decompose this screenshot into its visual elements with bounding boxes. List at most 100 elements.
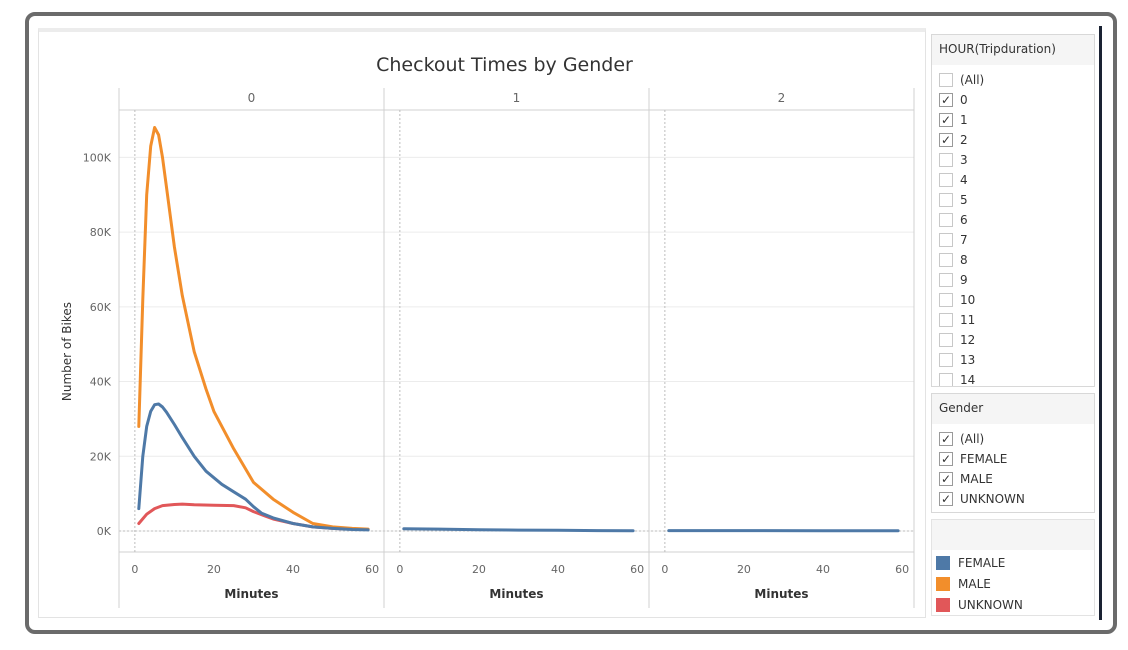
checkbox-icon[interactable] [939,373,953,386]
checkbox-icon[interactable] [939,213,953,227]
checkbox-icon[interactable] [939,153,953,167]
hour-filter-item[interactable]: 3 [932,150,1094,170]
gender-filter-item[interactable]: ✓ UNKNOWN [932,489,1094,509]
checkbox-icon[interactable]: ✓ [939,452,953,466]
hour-filter-item[interactable]: ✓ 2 [932,130,1094,150]
legend-swatch [936,576,950,591]
checkbox-icon[interactable]: ✓ [939,432,953,446]
hour-filter-item[interactable]: 9 [932,270,1094,290]
y-tick-label: 100K [83,151,112,164]
hour-filter-item-label: 2 [960,133,968,147]
checkbox-icon[interactable] [939,333,953,347]
hour-filter-item[interactable]: 4 [932,170,1094,190]
x-tick-label: 0 [396,563,403,576]
gender-filter-item-label: UNKNOWN [960,492,1025,506]
hour-filter-item[interactable]: 10 [932,290,1094,310]
hour-filter-item[interactable]: (All) [932,70,1094,90]
checkbox-icon[interactable] [939,273,953,287]
legend-item: UNKNOWN [932,594,1094,615]
legend-label: FEMALE [958,555,1006,570]
hour-filter-item-label: 4 [960,173,968,187]
x-tick-label: 20 [737,563,751,576]
checkbox-icon[interactable]: ✓ [939,93,953,107]
x-tick-label: 40 [286,563,300,576]
checkbox-icon[interactable] [939,73,953,87]
y-tick-label: 40K [90,376,112,389]
chart-title: Checkout Times by Gender [376,54,633,76]
legend-swatch [936,555,950,570]
legend-swatch [936,597,950,612]
checkbox-icon[interactable]: ✓ [939,113,953,127]
hour-filter-item[interactable]: ✓ 0 [932,90,1094,110]
x-tick-label: 60 [365,563,379,576]
gender-filter-title: Gender [932,394,1094,424]
panel-header-label: 2 [778,91,786,105]
legend-item: MALE [932,573,1094,594]
checkbox-icon[interactable]: ✓ [939,472,953,486]
series-line-female [137,402,370,532]
checkbox-icon[interactable]: ✓ [939,133,953,147]
gender-filter-item[interactable]: ✓ (All) [932,429,1094,449]
checkbox-icon[interactable] [939,293,953,307]
gender-filter-list[interactable]: ✓ (All) ✓ FEMALE ✓ MALE ✓ UNKNOWN [932,424,1094,509]
hour-filter-item-label: 1 [960,113,968,127]
x-tick-label: 40 [551,563,565,576]
checkbox-icon[interactable] [939,173,953,187]
checkbox-icon[interactable] [939,193,953,207]
hour-filter-title: HOUR(Tripduration) [932,35,1094,65]
hour-filter-item-label: (All) [960,73,985,87]
checkbox-icon[interactable] [939,253,953,267]
x-tick-label: 40 [816,563,830,576]
legend-label: UNKNOWN [958,597,1023,612]
x-axis-title: Minutes [489,587,543,601]
hour-filter-item[interactable]: 8 [932,250,1094,270]
y-axis-title: Number of Bikes [60,302,74,401]
hour-filter-list[interactable]: (All) ✓ 0 ✓ 1 ✓ 2 3 4 5 6 7 8 9 10 11 12 13 14 [932,65,1094,387]
checkbox-icon[interactable]: ✓ [939,492,953,506]
hour-filter-item-label: 11 [960,313,976,327]
hour-filter-panel: HOUR(Tripduration) (All) ✓ 0 ✓ 1 ✓ 2 3 4 5 6 7 8 9 10 1… [931,34,1095,387]
line-chart: Checkout Times by Gender Number of Bikes 0… [60,54,915,608]
hour-filter-item[interactable]: 14 [932,370,1094,387]
x-tick-label: 0 [661,563,668,576]
hour-filter-item[interactable]: 12 [932,330,1094,350]
hour-filter-item[interactable]: 6 [932,210,1094,230]
legend-label: MALE [958,576,991,591]
color-legend-panel: FEMALE MALE UNKNOWN [931,519,1095,616]
hour-filter-item[interactable]: ✓ 1 [932,110,1094,130]
gender-filter-item[interactable]: ✓ MALE [932,469,1094,489]
panel-header-label: 0 [248,91,256,105]
hour-filter-item-label: 14 [960,373,976,387]
hour-filter-item-label: 6 [960,213,968,227]
x-tick-label: 0 [131,563,138,576]
checkbox-icon[interactable] [939,233,953,247]
checkbox-icon[interactable] [939,313,953,327]
legend-list: FEMALE MALE UNKNOWN [932,550,1094,615]
hour-filter-item-label: 7 [960,233,968,247]
hour-filter-item[interactable]: 11 [932,310,1094,330]
x-tick-label: 60 [630,563,644,576]
hour-filter-item-label: 12 [960,333,976,347]
legend-header [932,520,1094,550]
chart-pane: Checkout Times by Gender Number of Bikes 0… [38,28,926,618]
hour-filter-item[interactable]: 7 [932,230,1094,250]
series-line-female [402,527,635,533]
y-tick-label: 20K [90,450,112,463]
checkbox-icon[interactable] [939,353,953,367]
x-tick-label: 60 [895,563,909,576]
gender-filter-item[interactable]: ✓ FEMALE [932,449,1094,469]
y-tick-label: 60K [90,301,112,314]
x-axis-title: Minutes [224,587,278,601]
x-axis-title: Minutes [754,587,808,601]
hour-filter-item-label: 13 [960,353,976,367]
panel-header-label: 1 [513,91,521,105]
y-tick-label: 0K [97,525,112,538]
gender-filter-panel: Gender ✓ (All) ✓ FEMALE ✓ MALE ✓ UNKNOWN [931,393,1095,513]
hour-filter-item[interactable]: 13 [932,350,1094,370]
x-tick-label: 20 [207,563,221,576]
legend-item: FEMALE [932,552,1094,573]
hour-filter-item-label: 5 [960,193,968,207]
hour-filter-item[interactable]: 5 [932,190,1094,210]
hour-filter-item-label: 3 [960,153,968,167]
x-tick-label: 20 [472,563,486,576]
